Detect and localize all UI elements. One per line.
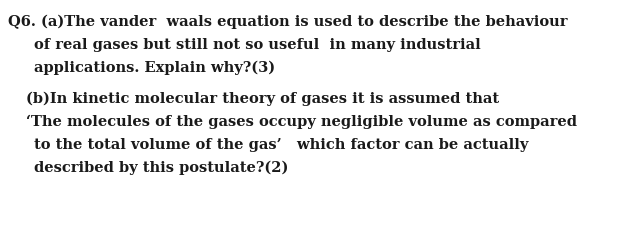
Text: of real gases but still not so useful  in many industrial: of real gases but still not so useful in… <box>34 38 481 52</box>
Text: ‘The molecules of the gases occupy negligible volume as compared: ‘The molecules of the gases occupy negli… <box>26 115 577 129</box>
Text: applications. Explain why?(3): applications. Explain why?(3) <box>34 61 275 75</box>
Text: (b)In kinetic molecular theory of gases it is assumed that: (b)In kinetic molecular theory of gases … <box>26 92 499 106</box>
Text: to the total volume of the gas’   which factor can be actually: to the total volume of the gas’ which fa… <box>34 138 528 152</box>
Text: described by this postulate?(2): described by this postulate?(2) <box>34 161 288 176</box>
Text: Q6. (a)The vander  waals equation is used to describe the behaviour: Q6. (a)The vander waals equation is used… <box>8 15 567 29</box>
